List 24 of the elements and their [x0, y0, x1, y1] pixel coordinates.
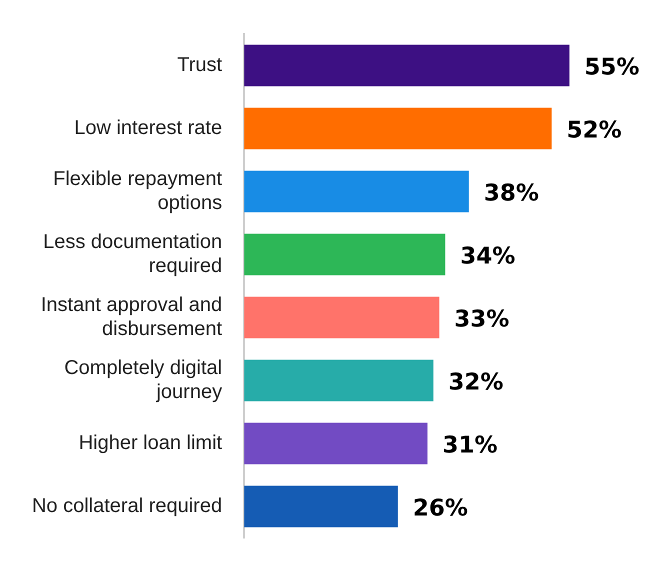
y-tick-label: Flexible repayment options — [53, 168, 223, 214]
bar — [244, 422, 428, 464]
data-label: 33% — [454, 306, 510, 332]
bar — [244, 360, 434, 402]
data-label: 26% — [412, 495, 468, 522]
bar — [244, 486, 398, 528]
bar — [244, 296, 440, 338]
data-label: 38% — [484, 180, 539, 206]
data-label: 52% — [566, 117, 622, 144]
data-label: 31% — [442, 432, 498, 458]
data-label: 34% — [460, 243, 516, 270]
y-tick-label: Completely digital journey — [64, 357, 222, 404]
bar — [244, 108, 552, 150]
bar — [244, 170, 469, 212]
bar — [244, 44, 570, 86]
y-tick-label: Trust — [177, 54, 223, 76]
data-label: 32% — [448, 369, 504, 396]
y-tick-label: Higher loan limit — [78, 432, 223, 454]
y-tick-label: No collateral required — [32, 495, 222, 518]
data-label: 55% — [584, 54, 640, 80]
y-tick-label: Instant approval and disbursement — [40, 294, 223, 340]
bar — [244, 234, 446, 276]
y-tick-label: Low interest rate — [74, 117, 222, 140]
y-tick-label: Less documentation required — [43, 231, 222, 278]
